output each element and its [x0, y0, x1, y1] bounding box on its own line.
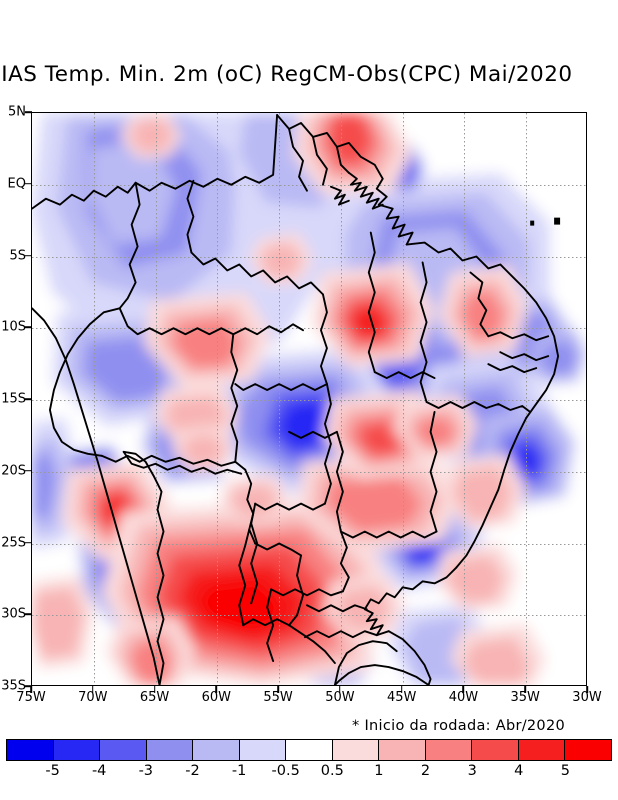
y-axis-label-10s: 10S	[1, 319, 26, 335]
x-axis-tick	[400, 686, 403, 693]
gridline-lon-65w	[155, 113, 157, 685]
colorbar-swatch	[425, 740, 473, 760]
y-axis-label-15s: 15S	[1, 391, 26, 407]
colorbar-swatch	[146, 740, 194, 760]
colorbar-swatch	[239, 740, 287, 760]
x-axis-tick	[215, 686, 218, 693]
gridline-lat-25s	[32, 543, 586, 545]
bias-contour-field	[32, 113, 586, 685]
gridline-lon-70w	[93, 113, 95, 685]
colorbar-swatch	[332, 740, 380, 760]
x-axis-tick	[153, 686, 156, 693]
colorbar-swatch	[472, 740, 519, 760]
gridline-lat-10s	[32, 328, 586, 330]
colorbar-swatch	[518, 740, 566, 760]
y-axis-label-35s: 35S	[1, 678, 26, 694]
page-title: BIAS Temp. Min. 2m (oC) RegCM-Obs(CPC) M…	[0, 62, 573, 87]
colorbar-tick-m3: -3	[138, 763, 154, 779]
y-axis-label-25s: 25S	[1, 535, 26, 550]
map-borders-overlay	[32, 114, 561, 685]
gridline-lon-55w	[279, 113, 281, 685]
y-axis-tick	[25, 326, 32, 329]
y-axis-tick	[25, 685, 32, 687]
x-axis-label-30w: 30W	[572, 690, 602, 705]
y-axis-tick	[25, 111, 32, 113]
colorbar-tick-m05: -0.5	[271, 763, 300, 779]
gridline-lat-20s	[32, 471, 586, 473]
x-axis-label-40w: 40W	[448, 690, 479, 705]
gridline-lat-5s	[32, 256, 586, 258]
colorbar-swatch	[7, 740, 54, 760]
gridline-lat-30s	[32, 615, 586, 617]
x-axis-label-45w: 45W	[386, 690, 417, 705]
y-axis-label-20s: 20S	[1, 463, 26, 479]
y-axis-tick	[25, 613, 32, 616]
x-axis-label-35w: 35W	[510, 690, 540, 705]
gridline-lon-45w	[402, 113, 404, 685]
colorbar-tick-m1: -1	[231, 763, 247, 779]
colorbar-tick-p2: 2	[420, 763, 431, 779]
x-axis-label-65w: 65W	[139, 690, 170, 705]
x-axis-label-75w: 75W	[16, 690, 46, 705]
x-axis-label-50w: 50W	[325, 690, 355, 705]
x-axis-tick	[30, 686, 32, 693]
colorbar-swatch	[100, 740, 147, 760]
gridline-lon-50w	[340, 113, 342, 685]
colorbar-swatch	[565, 740, 611, 760]
colorbar-tick-p5: 5	[560, 763, 571, 779]
x-axis-label-60w: 60W	[201, 690, 231, 705]
colorbar-swatch	[193, 740, 240, 760]
map-plot-area	[31, 112, 587, 686]
y-axis-tick	[25, 183, 32, 185]
gridline-lat-15s	[32, 400, 586, 401]
gridline-lon-35w	[526, 113, 528, 685]
x-axis-tick	[586, 686, 588, 693]
colorbar-swatch	[53, 740, 101, 760]
y-axis-tick	[25, 254, 32, 257]
colorbar-swatch	[379, 740, 426, 760]
colorbar-tick-p4: 4	[514, 763, 524, 779]
y-axis-label-5n: 5N	[8, 104, 26, 120]
y-axis-tick	[25, 470, 32, 472]
colorbar	[6, 739, 612, 761]
gridline-lat-eq	[32, 184, 586, 186]
colorbar-tick-m2: -2	[185, 763, 200, 779]
colorbar-tick-m5: -5	[45, 763, 60, 779]
y-axis-label-5s: 5S	[9, 248, 26, 263]
gridline-lon-40w	[464, 113, 466, 685]
y-axis-label-eq: EQ	[7, 176, 26, 192]
x-axis-tick	[92, 686, 94, 693]
gridline-lon-60w	[217, 113, 219, 685]
colorbar-tick-p3: 3	[467, 763, 477, 779]
y-axis-tick	[25, 541, 32, 544]
x-axis-tick	[277, 686, 279, 693]
y-axis-tick	[25, 398, 32, 400]
x-axis-label-70w: 70W	[78, 690, 108, 705]
colorbar-swatch	[286, 740, 333, 760]
x-axis-tick	[524, 686, 526, 693]
colorbar-tick-m4: -4	[91, 763, 107, 779]
colorbar-tick-p05: 0.5	[320, 763, 344, 779]
x-axis-label-55w: 55W	[263, 690, 293, 705]
x-axis-tick	[462, 686, 465, 693]
island-dots	[530, 217, 561, 226]
x-axis-tick	[339, 686, 341, 693]
colorbar-tick-p1: 1	[374, 763, 384, 779]
y-axis-label-30s: 30S	[1, 606, 26, 622]
run-start-note: * Inicio da rodada: Abr/2020	[352, 718, 565, 734]
